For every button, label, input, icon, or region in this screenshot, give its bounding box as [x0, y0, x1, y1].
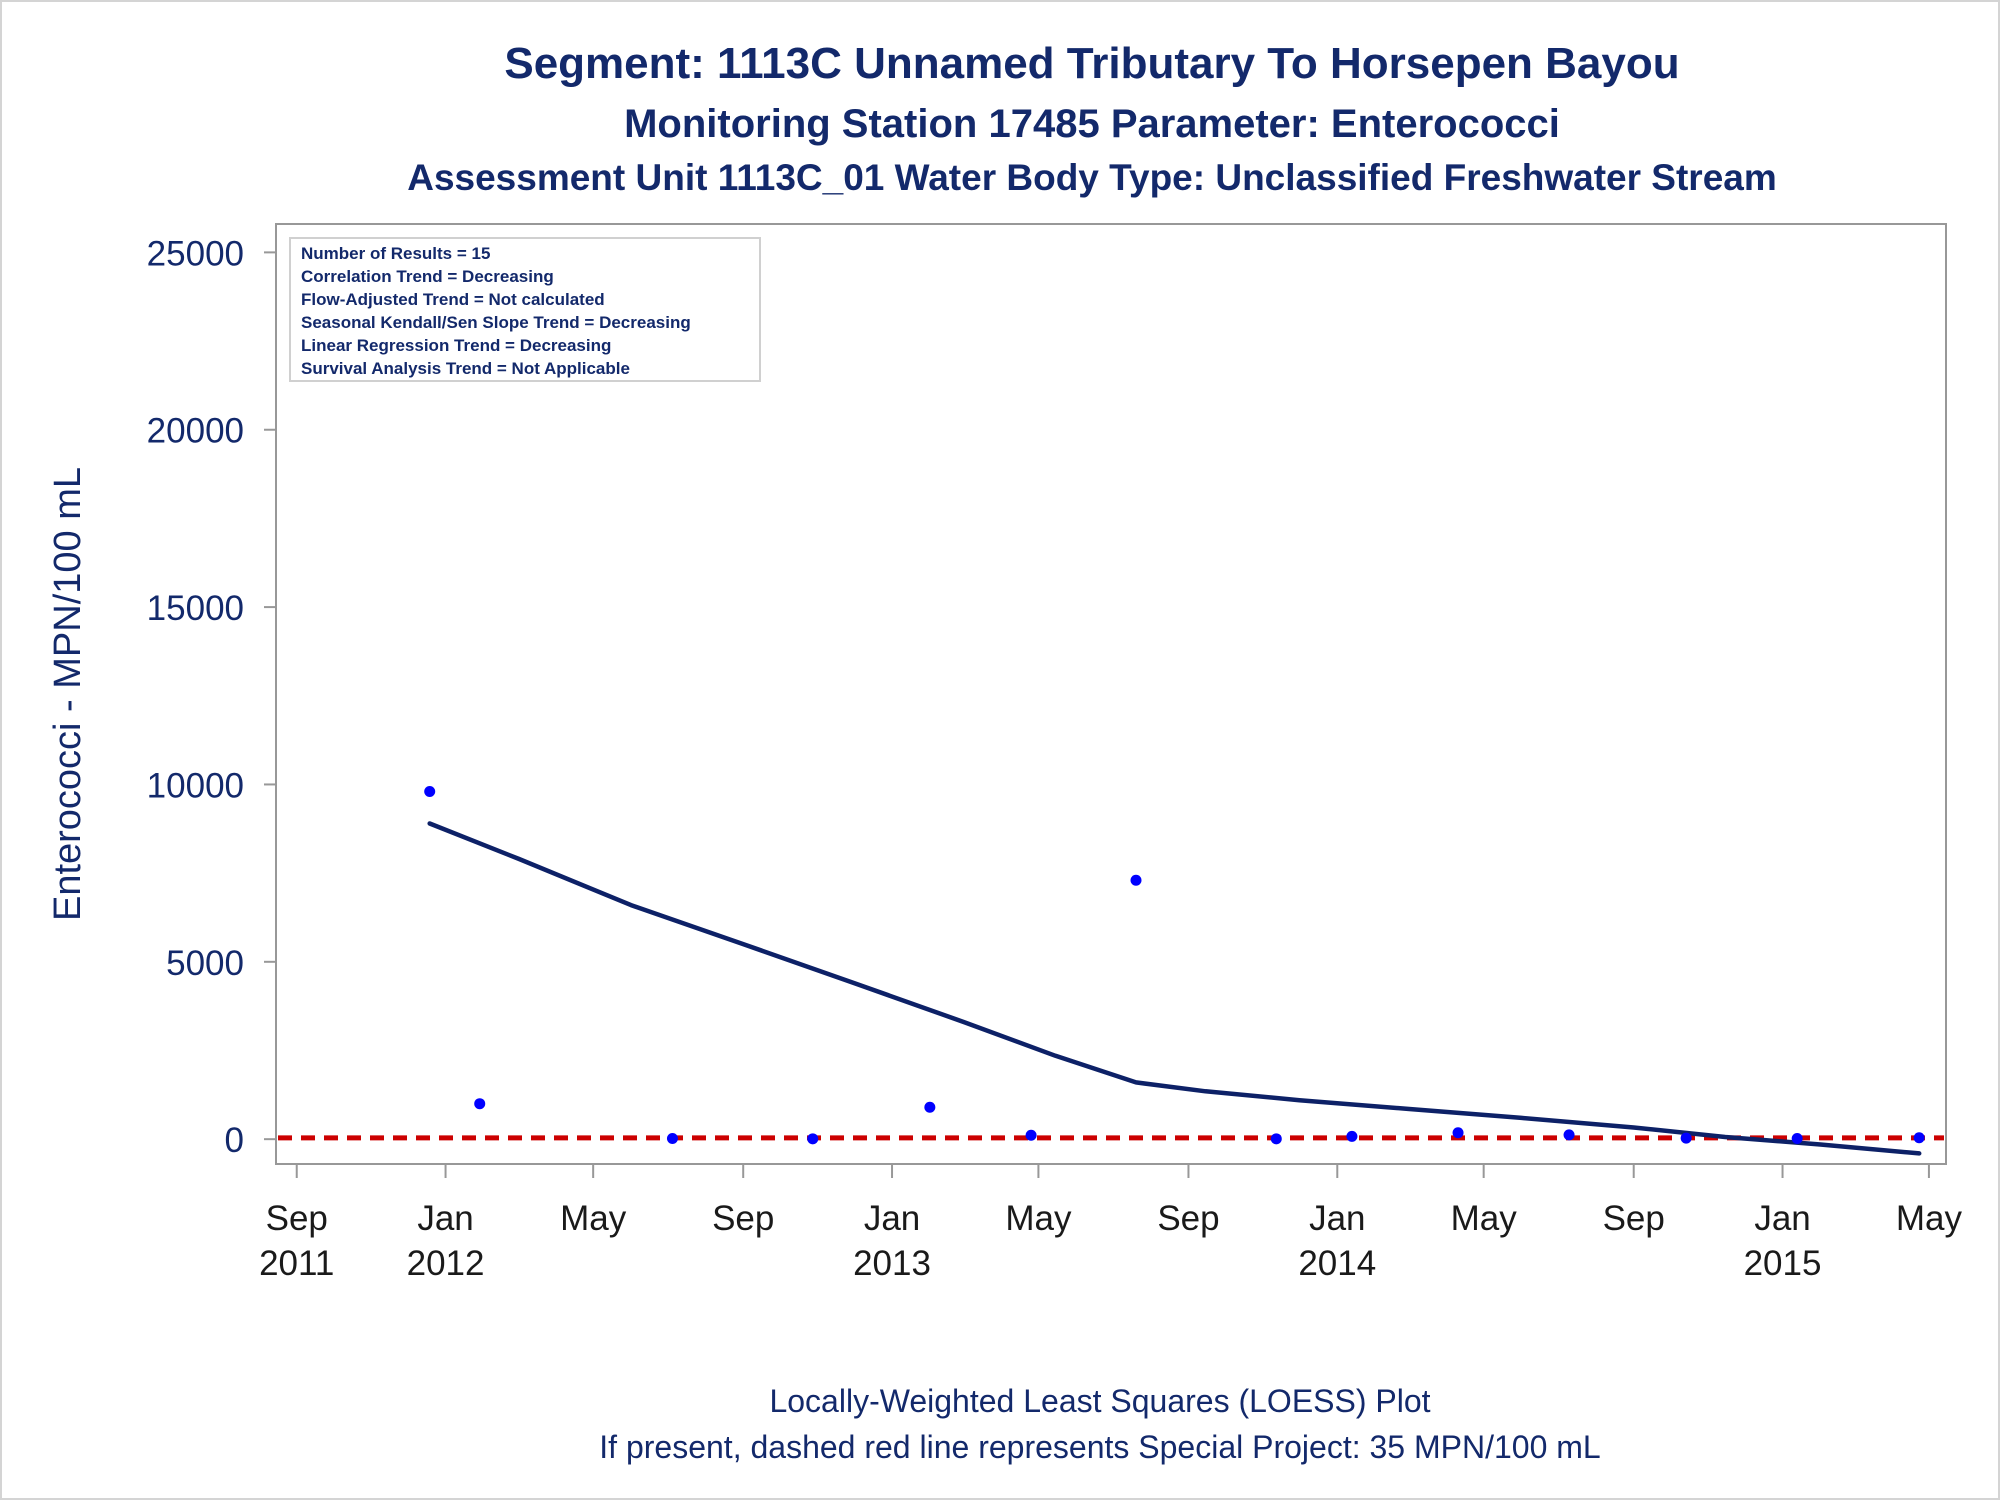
x-tick-month: Sep	[1157, 1199, 1219, 1238]
stats-box-frame	[289, 237, 761, 382]
x-tick-month: Sep	[712, 1199, 774, 1238]
x-axis: Sep 2011 Jan 2012 May Sep Jan 2013 May Sep Jan 2014…	[259, 1164, 1962, 1283]
chart-subtitle: Monitoring Station 17485 Parameter: Ente…	[624, 102, 1560, 146]
data-point	[666, 1132, 678, 1144]
data-point	[1563, 1129, 1575, 1141]
x-tick-month: May	[1005, 1199, 1072, 1238]
y-axis-label: Enterococci - MPN/100 mL	[47, 467, 89, 921]
stats-line-flow-adjusted: Flow-Adjusted Trend = Not calculated	[301, 290, 605, 309]
data-point	[1025, 1129, 1037, 1141]
data-point	[1452, 1127, 1464, 1139]
x-tick-year: 2014	[1298, 1244, 1376, 1283]
x-tick-month: Jan	[1309, 1199, 1365, 1238]
x-tick-month: Jan	[1754, 1199, 1810, 1238]
data-point	[1913, 1132, 1925, 1144]
x-tick-year: 2011	[259, 1244, 334, 1283]
x-tick-year: 2015	[1744, 1244, 1822, 1283]
x-tick-year: 2013	[853, 1244, 931, 1283]
x-tick-month: Jan	[417, 1199, 473, 1238]
loess-curve	[427, 821, 1922, 1156]
x-tick-month: May	[560, 1199, 627, 1238]
x-tick-year: 2012	[407, 1244, 485, 1283]
y-axis: 0 5000 10000 15000 20000 25000	[147, 234, 276, 1160]
footnote-line-1: Locally-Weighted Least Squares (LOESS) P…	[769, 1383, 1430, 1419]
data-point	[1130, 874, 1142, 886]
data-point	[474, 1098, 486, 1110]
x-tick-month: Sep	[266, 1199, 328, 1238]
stats-line-survival: Survival Analysis Trend = Not Applicable	[301, 359, 630, 378]
data-point	[1346, 1130, 1358, 1142]
data-point	[1270, 1133, 1282, 1145]
chart-subtitle-2: Assessment Unit 1113C_01 Water Body Type…	[407, 157, 1777, 198]
data-points-group	[424, 282, 1925, 1145]
loess-curve-group	[427, 821, 1922, 1156]
y-tick-label: 20000	[147, 412, 244, 451]
y-tick-label: 25000	[147, 234, 244, 273]
y-tick-label: 5000	[166, 944, 244, 983]
x-tick-month: May	[1896, 1199, 1963, 1238]
y-tick-label: 15000	[147, 589, 244, 628]
data-point	[424, 786, 436, 798]
stats-line-linear-regression: Linear Regression Trend = Decreasing	[301, 336, 611, 355]
x-tick-month: May	[1451, 1199, 1518, 1238]
x-tick-month: Jan	[864, 1199, 920, 1238]
x-tick-month: Sep	[1603, 1199, 1665, 1238]
stats-box: Number of Results = 15 Correlation Trend…	[289, 237, 761, 382]
footnote-line-2: If present, dashed red line represents S…	[599, 1429, 1600, 1465]
data-point	[1791, 1132, 1803, 1144]
data-point	[1680, 1132, 1692, 1144]
y-tick-label: 0	[225, 1121, 244, 1160]
stats-line-seasonal-kendall: Seasonal Kendall/Sen Slope Trend = Decre…	[301, 313, 691, 332]
y-tick-label: 10000	[147, 766, 244, 805]
stats-line-results: Number of Results = 15	[301, 244, 490, 263]
data-point	[924, 1101, 936, 1113]
stats-line-correlation: Correlation Trend = Decreasing	[301, 267, 554, 286]
chart-title: Segment: 1113C Unnamed Tributary To Hors…	[504, 39, 1679, 88]
data-point	[807, 1133, 819, 1145]
